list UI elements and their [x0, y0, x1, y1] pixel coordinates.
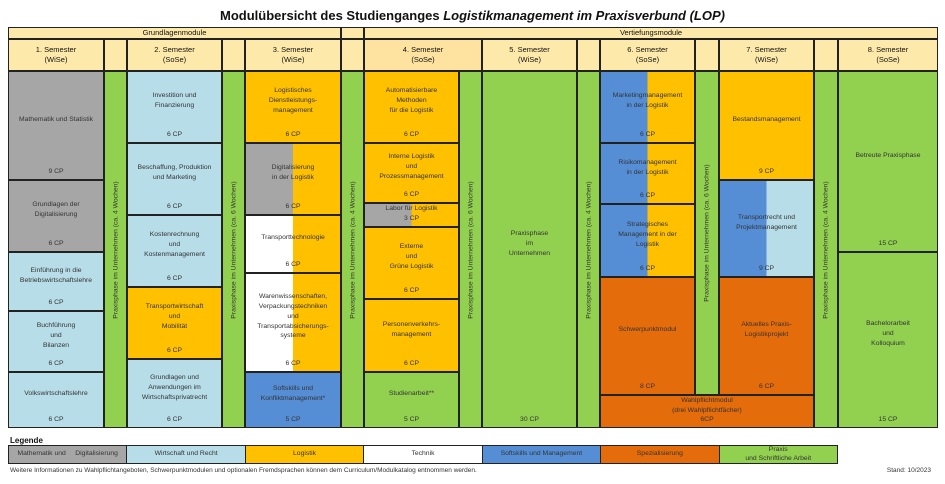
semester-header-4: 4. Semester (SoSe) — [364, 39, 482, 71]
semester-header-7: 7. Semester (WiSe) — [719, 39, 814, 71]
semester-gap-header — [695, 39, 719, 71]
module-risikomanagement-logistik: Risikomanagement in der Logistik 6 CP — [600, 143, 695, 204]
module-bestandsmanagement: Bestandsmanagement 9 CP — [719, 71, 814, 180]
module-logistisches-dienstleistungsmanagement: Logistisches Dienstleistungs- management… — [245, 71, 341, 143]
semester-gap-header — [577, 39, 600, 71]
praxis-bar-3: Praxisphase im Unternehmen (ca. 4 Wochen… — [341, 71, 364, 428]
page-title: Modulübersicht des Studienganges Logisti… — [0, 8, 945, 23]
legend-item-spezialisierung: Spezialisierung — [601, 446, 720, 463]
module-betreute-praxisphase: Betreute Praxisphase 15 CP — [838, 71, 938, 252]
legend: Mathematik und Digitalisierung Wirtschaf… — [8, 445, 838, 464]
module-softskills-konfliktmanagement: Softskills und Konfliktmanagement* 5 CP — [245, 372, 341, 428]
module-labor-logistik: Labor für Logistik 3 CP — [364, 203, 459, 227]
legend-item-logistik: Logistik — [245, 446, 365, 463]
module-marketingmanagement-logistik: Marketingmanagement in der Logistik 6 CP — [600, 71, 695, 143]
semester-header-5: 5. Semester (WiSe) — [482, 39, 577, 71]
module-beschaffung-produktion-marketing: Beschaffung, Produktion und Marketing 6 C… — [127, 143, 222, 215]
praxis-bar-5: Praxisphase im Unternehmen (ca. 4 Wochen… — [577, 71, 600, 428]
legend-item-wirtschaft-recht: Wirtschaft und Recht — [127, 446, 246, 463]
semester-gap-header — [104, 39, 127, 71]
legend-item-softskills-management: Softskills und Management — [482, 446, 602, 463]
semester-header-3: 3. Semester (WiSe) — [245, 39, 341, 71]
legend-item-praxis-schriftliche-arbeit: Praxis und Schriftliche Arbeit — [719, 446, 837, 463]
module-digitalisierung-logistik: Digitalisierung in der Logistik 6 CP — [245, 143, 341, 215]
praxis-bar-1: Praxisphase im Unternehmen (ca. 4 Wochen… — [104, 71, 127, 428]
semester-gap-header — [814, 39, 838, 71]
legend-title: Legende — [10, 436, 43, 445]
praxis-bar-6: Praxisphase im Unternehmen (ca. 6 Wochen… — [695, 71, 719, 395]
title-prefix: Modulübersicht des Studienganges — [220, 8, 444, 23]
module-bachelorarbeit-kolloquium: Bachelorarbeit und Kolloquium 15 CP — [838, 252, 938, 428]
module-studienarbeit: Studienarbeit** 5 CP — [364, 372, 459, 428]
module-investition-finanzierung: Investition und Finanzierung 6 CP — [127, 71, 222, 143]
semester-header-6: 6. Semester (SoSe) — [600, 39, 695, 71]
module-schwerpunktmodul: Schwerpunktmodul 8 CP — [600, 277, 695, 395]
semester-header-1: 1. Semester (WiSe) — [8, 39, 104, 71]
module-grundlagen-digitalisierung: Grundlagen der Digitalisierung 6 CP — [8, 180, 104, 252]
module-transporttechnologie: Transporttechnologie 6 CP — [245, 215, 341, 273]
semester-header-2: 2. Semester (SoSe) — [127, 39, 222, 71]
module-praxisphase-unternehmen: Praxisphase im Unternehmen 30 CP — [482, 71, 577, 428]
praxis-bar-2: Praxisphase im Unternehmen (ca. 6 Wochen… — [222, 71, 245, 428]
semester-gap-header — [222, 39, 245, 71]
module-transportrecht-projektmanagement: Transportrecht und Projektmanagement 9 CP — [719, 180, 814, 277]
stand-date: Stand: 10/2023 — [886, 467, 931, 474]
title-program-name: Logistikmanagement im Praxisverbund (LOP… — [443, 8, 725, 23]
group-header-spacer — [341, 27, 364, 39]
semester-gap-header — [341, 39, 364, 71]
module-personenverkehrsmanagement: Personenverkehrs- management 6 CP — [364, 299, 459, 372]
module-warenwissenschaften: Warenwissenschaften, Verpackungstechnike… — [245, 273, 341, 372]
module-wirtschaftsprivatrecht: Grundlagen und Anwendungen im Wirtschaft… — [127, 359, 222, 428]
footnote: Weitere Informationen zu Wahlpflichtange… — [10, 467, 477, 474]
module-mathematik-statistik: Mathematik und Statistik 9 CP — [8, 71, 104, 180]
module-transportwirtschaft-mobilitaet: Transportwirtschaft und Mobilität 6 CP — [127, 287, 222, 359]
legend-item-technik: Technik — [364, 446, 483, 463]
praxis-bar-7: Praxisphase im Unternehmen (ca. 4 Wochen… — [814, 71, 838, 428]
module-strategisches-management: Strategisches Management in der Logistik… — [600, 204, 695, 277]
module-kostenrechnung: Kostenrechnung und Kostenmanagement 6 CP — [127, 215, 222, 287]
module-wahlpflichtmodul: Wahlpflichtmodul (drei Wahlpflichtfächer… — [600, 395, 814, 428]
module-automatisierbare-methoden: Automatisierbare Methoden für die Logist… — [364, 71, 459, 143]
praxis-bar-4: Praxisphase im Unternehmen (ca. 6 Wochen… — [459, 71, 482, 428]
module-einfuehrung-bwl: Einführung in die Betriebswirtschaftsleh… — [8, 252, 104, 311]
module-aktuelles-praxis-logistikprojekt: Aktuelles Praxis- Logistikprojekt 6 CP — [719, 277, 814, 395]
semester-header-8: 8. Semester (SoSe) — [838, 39, 938, 71]
module-externe-gruene-logistik: Externe und Grüne Logistik 6 CP — [364, 227, 459, 299]
group-header-vertiefung: Vertiefungsmodule — [364, 27, 938, 39]
module-buchfuehrung-bilanzen: Buchführung und Bilanzen 6 CP — [8, 311, 104, 372]
module-volkswirtschaftslehre: Volkswirtschaftslehre 6 CP — [8, 372, 104, 428]
module-interne-logistik: Interne Logistik und Prozessmanagement 6 … — [364, 143, 459, 203]
group-header-grundlagen: Grundlagenmodule — [8, 27, 341, 39]
legend-item-mathematik-digitalisierung: Mathematik und Digitalisierung — [9, 446, 128, 463]
